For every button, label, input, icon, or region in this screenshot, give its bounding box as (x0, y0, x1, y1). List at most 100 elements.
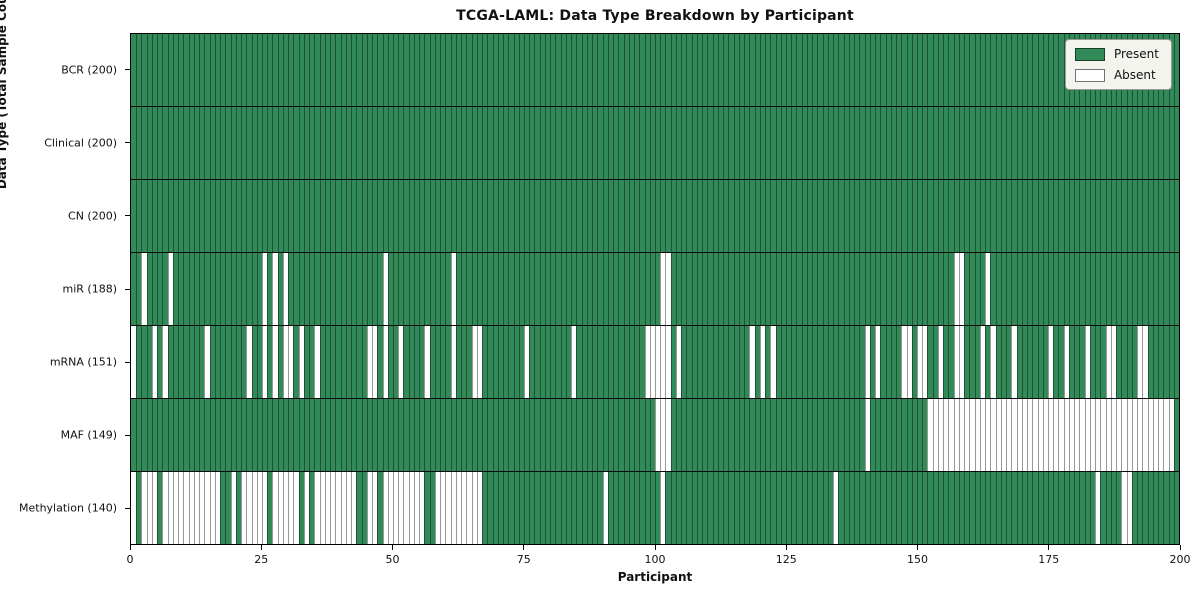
heatmap-cell (1095, 253, 1101, 325)
heatmap-cell (571, 180, 577, 252)
heatmap-cell (1021, 34, 1028, 106)
heatmap-cell (759, 472, 766, 544)
heatmap-cell (581, 34, 587, 106)
heatmap-cell (759, 399, 766, 471)
heatmap-cell (398, 253, 404, 325)
heatmap-cell (665, 399, 671, 471)
heatmap-cell (1100, 399, 1106, 471)
heatmap-cell (864, 399, 870, 471)
heatmap-cell (1105, 107, 1111, 179)
heatmap-cell (618, 472, 624, 544)
heatmap-cell (487, 107, 493, 179)
heatmap-cell (613, 326, 619, 398)
heatmap-cell (822, 399, 828, 471)
heatmap-cell (1042, 399, 1048, 471)
heatmap-cell (597, 472, 603, 544)
heatmap-cell (833, 253, 839, 325)
heatmap-cell (801, 107, 807, 179)
heatmap-cell (822, 107, 828, 179)
heatmap-cell (1032, 253, 1038, 325)
heatmap-cell (576, 326, 582, 398)
heatmap-cell (1074, 107, 1080, 179)
heatmap-cell (151, 399, 158, 471)
heatmap-cell (377, 107, 383, 179)
heatmap-cell (408, 326, 414, 398)
heatmap-cell (785, 399, 792, 471)
heatmap-cell (267, 34, 273, 106)
heatmap-row-bcr (131, 34, 1179, 107)
heatmap-cell (744, 399, 750, 471)
heatmap-cell (759, 107, 766, 179)
heatmap-cell (497, 472, 504, 544)
heatmap-cell (1142, 399, 1148, 471)
heatmap-cell (985, 107, 991, 179)
heatmap-cell (1021, 107, 1028, 179)
heatmap-cell (1079, 326, 1085, 398)
heatmap-cell (288, 399, 294, 471)
heatmap-cell (256, 472, 262, 544)
heatmap-cell (639, 472, 645, 544)
heatmap-cell (440, 326, 446, 398)
heatmap-cell (398, 34, 404, 106)
heatmap-cell (1131, 253, 1138, 325)
heatmap-cell (1079, 180, 1085, 252)
heatmap-cell (618, 399, 624, 471)
x-tick-label: 25 (254, 553, 269, 566)
heatmap-cell (765, 180, 771, 252)
heatmap-cell (686, 253, 692, 325)
heatmap-cell (361, 326, 367, 398)
heatmap-cell (775, 107, 781, 179)
heatmap-cell (1158, 180, 1164, 252)
heatmap-cell (555, 107, 561, 179)
x-tick-mark (1179, 545, 1181, 550)
heatmap-cell (539, 180, 545, 252)
heatmap-cell (382, 180, 388, 252)
heatmap-cell (345, 472, 352, 544)
heatmap-cell (848, 34, 855, 106)
heatmap-cell (607, 326, 614, 398)
heatmap-cell (476, 34, 483, 106)
heatmap-cell (1126, 107, 1132, 179)
heatmap-cell (382, 34, 388, 106)
heatmap-cell (770, 399, 776, 471)
heatmap-cell (586, 180, 593, 252)
heatmap-cell (1152, 326, 1159, 398)
heatmap-cell (146, 472, 152, 544)
heatmap-cell (1037, 34, 1043, 106)
heatmap-cell (592, 399, 598, 471)
heatmap-cell (618, 107, 624, 179)
heatmap-cell (995, 326, 1001, 398)
heatmap-cell (503, 472, 509, 544)
legend-label-present: Present (1113, 47, 1159, 61)
heatmap-cell (681, 326, 687, 398)
heatmap-cell (749, 253, 755, 325)
heatmap-cell (712, 253, 718, 325)
heatmap-cell (518, 34, 524, 106)
heatmap-cell (351, 399, 357, 471)
heatmap-cell (157, 326, 163, 398)
heatmap-cell (419, 326, 425, 398)
heatmap-cell (471, 326, 477, 398)
heatmap-cell (261, 180, 268, 252)
heatmap-cell (309, 180, 315, 252)
heatmap-cell (429, 399, 435, 471)
heatmap-cell (555, 472, 561, 544)
heatmap-cell (906, 472, 912, 544)
heatmap-cell (890, 399, 897, 471)
x-tick-mark (392, 545, 393, 550)
heatmap-cell (1095, 472, 1101, 544)
heatmap-cell (199, 399, 205, 471)
heatmap-cell (398, 472, 404, 544)
heatmap-cell (1058, 472, 1064, 544)
heatmap-cell (372, 472, 378, 544)
heatmap-cell (796, 34, 802, 106)
heatmap-cell (413, 399, 420, 471)
x-tick-mark (260, 545, 262, 550)
heatmap-cell (901, 253, 907, 325)
heatmap-cell (654, 399, 661, 471)
heatmap-cell (314, 399, 320, 471)
heatmap-cell (785, 326, 792, 398)
heatmap-cell (298, 34, 304, 106)
heatmap-cell (330, 399, 336, 471)
heatmap-cell (136, 253, 142, 325)
